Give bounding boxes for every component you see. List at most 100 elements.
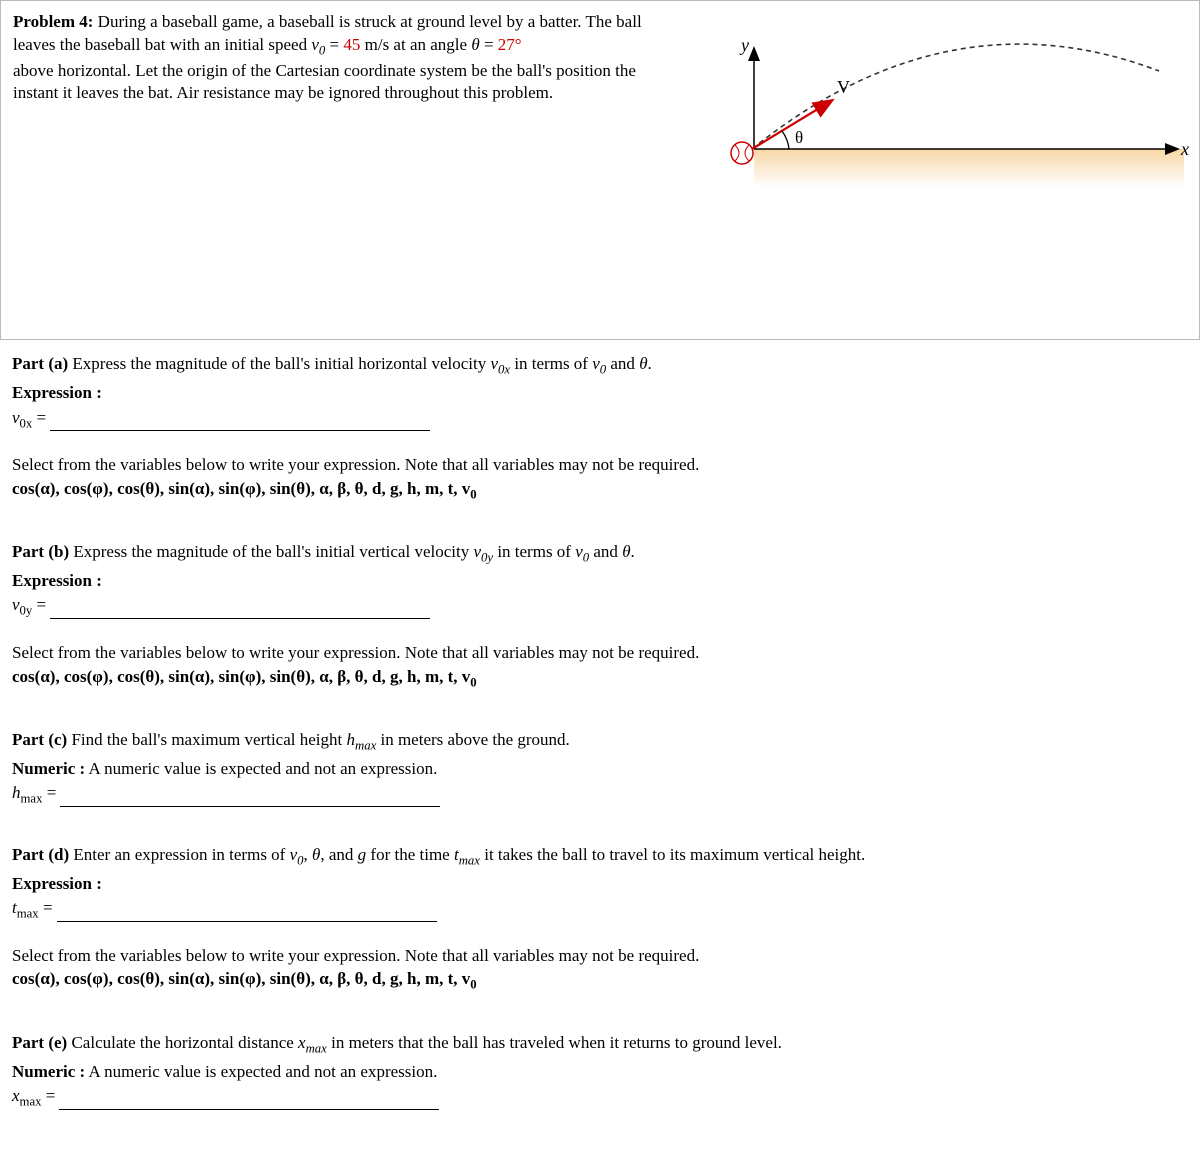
problem-intro-1: During a baseball game, a baseball is st… <box>98 12 582 31</box>
select-line2-a: cos(α), cos(φ), cos(θ), sin(α), sin(φ), … <box>12 479 470 498</box>
part-a-lhs-eq: = <box>32 408 46 427</box>
part-b-answer-line: v0y = <box>12 595 1188 618</box>
part-a-text2: in terms of <box>510 354 592 373</box>
theta-value: 27° <box>498 35 522 54</box>
trajectory-diagram: x y V θ <box>719 31 1189 191</box>
part-d-text4: for the time <box>366 845 454 864</box>
part-b: Part (b) Express the magnitude of the ba… <box>12 540 1188 692</box>
part-a-answer-input[interactable] <box>50 413 430 431</box>
select-line1-b: Select from the variables below to write… <box>12 641 1188 665</box>
part-b-expr-label: Expression : <box>12 569 1188 594</box>
part-e-label: Part (e) <box>12 1033 67 1052</box>
part-c-label: Part (c) <box>12 730 67 749</box>
parts-section: Part (a) Express the magnitude of the ba… <box>0 340 1200 1150</box>
problem-label: Problem 4: <box>13 12 93 31</box>
part-d-answer-input[interactable] <box>57 904 437 922</box>
part-e-answer-input[interactable] <box>59 1092 439 1110</box>
part-d-lhs-eq: = <box>39 898 53 917</box>
select-line1-a: Select from the variables below to write… <box>12 453 1188 477</box>
part-c-numeric-text: A numeric value is expected and not an e… <box>85 759 437 778</box>
part-b-label: Part (b) <box>12 542 69 561</box>
part-b-text4: . <box>631 542 635 561</box>
part-b-lhs-sub: 0y <box>20 604 33 618</box>
select-line2-sub-b: 0 <box>470 675 476 689</box>
velocity-label: V <box>837 77 850 97</box>
select-line2-sub-a: 0 <box>470 487 476 501</box>
part-e-lhs: x <box>12 1086 20 1105</box>
part-e-text1: Calculate the horizontal distance <box>67 1033 298 1052</box>
part-a-text1: Express the magnitude of the ball's init… <box>68 354 490 373</box>
y-axis-label: y <box>739 35 749 55</box>
part-e-lhs-sub: max <box>20 1095 42 1109</box>
part-e-numeric-text: A numeric value is expected and not an e… <box>85 1062 437 1081</box>
part-e-var: x <box>298 1033 306 1052</box>
part-c-text1: Find the ball's maximum vertical height <box>67 730 346 749</box>
part-b-text3: and <box>589 542 622 561</box>
part-b-text2: in terms of <box>493 542 575 561</box>
velocity-vector <box>752 101 831 149</box>
trajectory-path <box>752 44 1159 149</box>
part-b-text1: Express the magnitude of the ball's init… <box>69 542 473 561</box>
part-e-var-sub: max <box>306 1041 327 1055</box>
part-d: Part (d) Enter an expression in terms of… <box>12 843 1188 995</box>
part-c-var-sub: max <box>355 738 376 752</box>
part-b-answer-input[interactable] <box>50 601 430 619</box>
part-c-numeric-label: Numeric : <box>12 759 85 778</box>
problem-statement: Problem 4: During a baseball game, a bas… <box>13 11 683 105</box>
part-d-text1: Enter an expression in terms of <box>69 845 289 864</box>
part-e: Part (e) Calculate the horizontal distan… <box>12 1031 1188 1110</box>
part-d-answer-line: tmax = <box>12 898 1188 921</box>
part-a-answer-line: v0x = <box>12 408 1188 431</box>
part-d-ref3: g <box>358 845 367 864</box>
problem-intro-3: above horizontal. Let the origin of the … <box>13 61 636 103</box>
part-d-text3: , and <box>320 845 357 864</box>
part-a-ref1: v <box>592 354 600 373</box>
part-a-text3: and <box>606 354 639 373</box>
x-axis-label: x <box>1180 139 1189 159</box>
part-c: Part (c) Find the ball's maximum vertica… <box>12 728 1188 807</box>
part-e-lhs-eq: = <box>42 1086 56 1105</box>
part-b-var-sub: 0y <box>481 550 493 564</box>
angle-label: θ <box>795 128 803 147</box>
theta-eq: = <box>480 35 498 54</box>
part-c-answer-input[interactable] <box>60 789 440 807</box>
ground-rect <box>754 149 1184 187</box>
part-b-lhs-eq: = <box>32 595 46 614</box>
part-d-lhs-sub: max <box>17 907 39 921</box>
select-line2-b: cos(α), cos(φ), cos(θ), sin(α), sin(φ), … <box>12 667 470 686</box>
part-e-text2: in meters that the ball has traveled whe… <box>327 1033 782 1052</box>
part-a-text4: . <box>648 354 652 373</box>
part-d-ref1: v <box>290 845 298 864</box>
part-b-var: v <box>473 542 481 561</box>
part-d-expr-label: Expression : <box>12 872 1188 897</box>
part-c-var: h <box>346 730 355 749</box>
part-c-answer-line: hmax = <box>12 783 1188 806</box>
part-a-var: v <box>490 354 498 373</box>
select-line2-d: cos(α), cos(φ), cos(θ), sin(α), sin(φ), … <box>12 969 470 988</box>
part-d-text5: it takes the ball to travel to its maxim… <box>480 845 865 864</box>
v0-symbol: v <box>311 35 319 54</box>
part-c-text2: in meters above the ground. <box>376 730 570 749</box>
select-line2-sub-d: 0 <box>470 978 476 992</box>
part-a-lhs: v <box>12 408 20 427</box>
problem-header: Problem 4: During a baseball game, a bas… <box>0 0 1200 340</box>
part-a-label: Part (a) <box>12 354 68 373</box>
part-a-select: Select from the variables below to write… <box>12 453 1188 504</box>
select-line1-d: Select from the variables below to write… <box>12 944 1188 968</box>
part-c-lhs-eq: = <box>42 783 56 802</box>
part-a-lhs-sub: 0x <box>20 416 33 430</box>
baseball-icon <box>731 142 753 164</box>
part-d-var-sub: max <box>459 853 480 867</box>
part-c-lhs: h <box>12 783 21 802</box>
part-a-ref2: θ <box>639 354 647 373</box>
part-b-ref2: θ <box>622 542 630 561</box>
part-d-text2: , <box>304 845 313 864</box>
angle-arc <box>782 131 789 149</box>
part-d-select: Select from the variables below to write… <box>12 944 1188 995</box>
v0-eq: = <box>325 35 343 54</box>
part-d-label: Part (d) <box>12 845 69 864</box>
part-e-numeric-label: Numeric : <box>12 1062 85 1081</box>
part-b-select: Select from the variables below to write… <box>12 641 1188 692</box>
part-a-expr-label: Expression : <box>12 381 1188 406</box>
part-c-lhs-sub: max <box>21 792 43 806</box>
